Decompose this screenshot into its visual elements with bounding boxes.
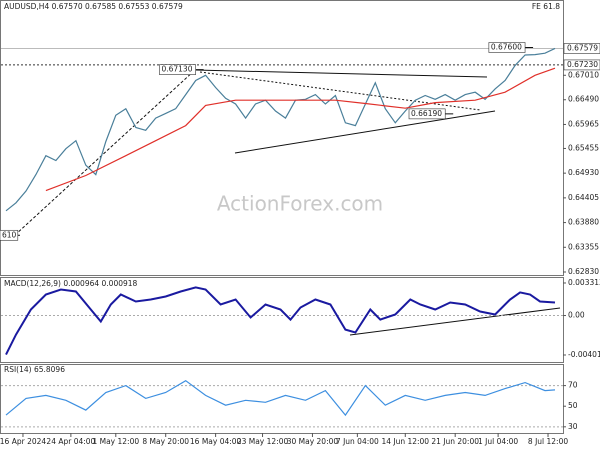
y-tick-label: 0.63880 xyxy=(568,218,599,227)
fe-label: FE 61.8 xyxy=(532,2,560,11)
y-tick-label: 0.003313 xyxy=(568,278,600,287)
rsi-frame xyxy=(0,364,564,434)
x-tick-label: 1 May 12:00 xyxy=(92,437,139,446)
current-price-label: 0.67579 xyxy=(567,43,598,52)
trendline xyxy=(199,71,481,111)
annotation-box xyxy=(408,108,446,120)
current-price-box xyxy=(563,43,600,54)
y-tick-label: 0.62830 xyxy=(568,267,599,276)
x-tick-label: 24 Apr 04:00 xyxy=(46,437,95,446)
trendline xyxy=(14,69,196,236)
y-tick-label: 0.67010 xyxy=(568,70,599,79)
series-line xyxy=(45,67,556,192)
level-box xyxy=(563,59,600,71)
y-tick-label: 0.65965 xyxy=(568,119,599,128)
x-tick-label: 16 May 04:00 xyxy=(190,437,242,446)
annotation-label: 0.67600 xyxy=(491,43,522,52)
x-tick-label: 1 Jul 04:00 xyxy=(478,437,518,446)
x-tick-label: 21 Jun 20:00 xyxy=(431,437,479,446)
y-tick-label: 0.64930 xyxy=(568,168,599,177)
x-tick-label: 14 Jun 12:00 xyxy=(381,437,429,446)
annotation-box xyxy=(159,64,196,75)
y-tick-label: 50 xyxy=(568,401,578,410)
trendline xyxy=(194,69,488,78)
annotation-box xyxy=(488,42,526,53)
rsi-title: RSI(14) 65.8096 xyxy=(4,365,65,374)
annotation-label: 610 xyxy=(2,230,17,239)
macd-frame xyxy=(0,277,564,363)
y-tick-label: -0.004016 xyxy=(568,350,600,359)
y-tick-label: 0.65455 xyxy=(568,143,599,152)
series-line xyxy=(5,379,556,417)
watermark: ActionForex.com xyxy=(217,192,383,216)
x-tick-label: 7 Jun 04:00 xyxy=(336,437,379,446)
x-tick-label: 30 May 20:00 xyxy=(287,437,339,446)
y-tick-label: 0.66490 xyxy=(568,95,599,104)
level-label: 0.67230 xyxy=(567,60,598,69)
price-frame xyxy=(0,0,564,276)
series-line xyxy=(5,47,556,212)
annotation-label: 0.66190 xyxy=(411,109,442,118)
x-tick-label: 16 Apr 2024 xyxy=(0,437,46,446)
y-tick-label: 0.00 xyxy=(568,311,585,320)
symbol-title: AUDUSD,H4 0.67570 0.67585 0.67553 0.6757… xyxy=(4,2,183,11)
y-tick-label: 0.63355 xyxy=(568,242,599,251)
annotation-label: 0.67130 xyxy=(161,65,192,74)
trendline xyxy=(234,110,496,154)
x-tick-label: 8 Jul 12:00 xyxy=(528,437,568,446)
x-tick-label: 8 May 20:00 xyxy=(142,437,189,446)
annotation-box xyxy=(0,229,19,241)
series-line xyxy=(5,286,556,356)
y-tick-label: 70 xyxy=(568,381,578,390)
y-tick-label: 0.64405 xyxy=(568,193,599,202)
y-tick-label: 30 xyxy=(568,422,578,431)
macd-trendline xyxy=(349,307,561,336)
x-tick-label: 23 May 12:00 xyxy=(237,437,289,446)
macd-title: MACD(12,26,9) 0.000964 0.000918 xyxy=(4,279,138,288)
